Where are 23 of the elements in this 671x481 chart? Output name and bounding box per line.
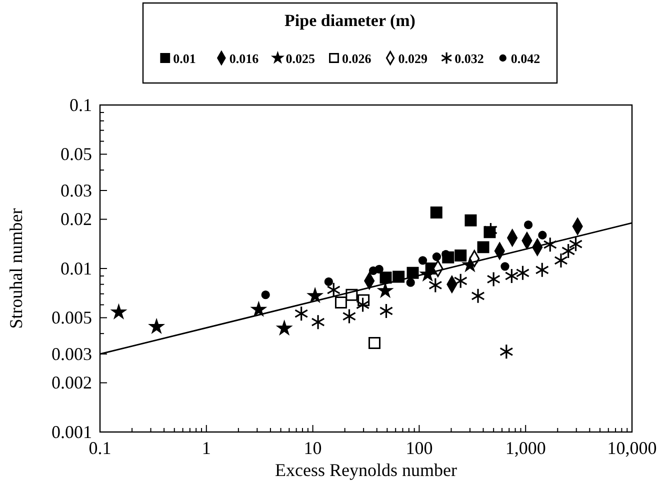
x-tick-label: 1	[202, 438, 211, 458]
y-tick-label: 0.02	[60, 209, 92, 230]
legend-label: 0.032	[454, 51, 484, 66]
x-axis-title: Excess Reynolds number	[275, 460, 457, 480]
y-tick-label: 0.05	[60, 144, 92, 164]
legend-label: 0.029	[398, 51, 428, 66]
legend-label: 0.042	[510, 51, 540, 66]
x-tick-label: 100	[406, 438, 433, 458]
x-tick-label: 10,000	[607, 438, 657, 458]
legend-label: 0.01	[173, 51, 196, 66]
legend-title: Pipe diameter (m)	[284, 11, 416, 30]
y-axis-title: Strouhal number	[6, 208, 26, 329]
legend-label: 0.026	[342, 51, 372, 66]
x-tick-label: 1,000	[505, 438, 546, 458]
y-tick-label: 0.003	[52, 344, 92, 364]
y-tick-label: 0.005	[52, 307, 92, 328]
x-tick-label: 10	[304, 438, 322, 458]
legend-label: 0.016	[229, 51, 260, 66]
y-tick-label: 0.01	[60, 258, 92, 278]
y-tick-label: 0.03	[60, 180, 92, 200]
y-tick-label: 0.1	[70, 94, 92, 115]
legend-label: 0.025	[286, 51, 316, 66]
y-tick-label: 0.002	[52, 372, 92, 393]
